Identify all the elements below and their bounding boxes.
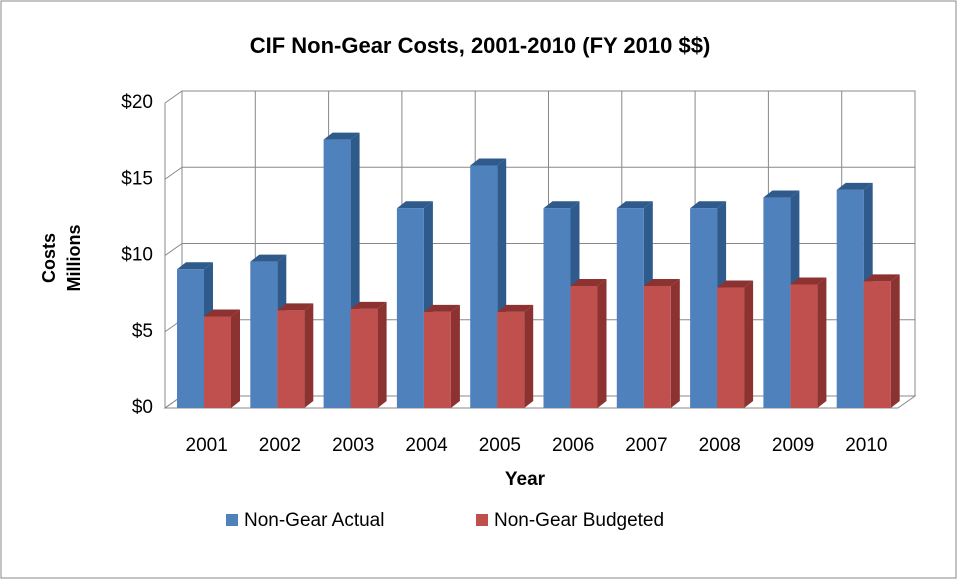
- x-tick-label: 2009: [772, 435, 814, 456]
- bar-side: [890, 274, 900, 408]
- bar: [177, 269, 204, 408]
- bar: [277, 310, 305, 408]
- x-axis-label: Year: [505, 469, 546, 490]
- bar: [570, 286, 598, 408]
- bar-side: [744, 280, 754, 408]
- bar-top: [250, 254, 287, 262]
- y-tick-label: $20: [121, 92, 153, 113]
- bar: [836, 189, 864, 408]
- y-tick-label: $10: [121, 245, 153, 266]
- bar: [763, 197, 791, 408]
- bar: [423, 311, 451, 408]
- bar-top: [616, 201, 653, 209]
- bar-side: [304, 303, 314, 408]
- y-axis-label: Costs: [39, 233, 59, 283]
- bar: [643, 286, 671, 408]
- bar-top: [350, 301, 387, 309]
- legend-swatch: [226, 514, 238, 526]
- bar: [396, 208, 424, 408]
- bar: [497, 311, 525, 408]
- grid-diagonal: [164, 166, 183, 180]
- x-tick-label: 2006: [552, 435, 594, 456]
- bar-top: [204, 309, 240, 317]
- bar-top: [863, 274, 900, 282]
- bar-top: [763, 190, 800, 198]
- bar: [350, 308, 378, 408]
- bar: [790, 284, 818, 408]
- x-tick-label: 2005: [479, 435, 521, 456]
- legend-swatch: [476, 514, 488, 526]
- bar-top: [690, 201, 727, 209]
- bar: [470, 165, 498, 408]
- bar-top: [396, 201, 433, 209]
- bar-top: [643, 279, 680, 286]
- bar-top: [277, 303, 314, 311]
- x-tick-label: 2007: [625, 435, 667, 456]
- bar-top: [323, 132, 360, 140]
- bar-side: [377, 301, 387, 408]
- bar-top: [177, 262, 213, 270]
- bar: [250, 261, 278, 408]
- bar-top: [790, 277, 827, 285]
- chart-title: CIF Non-Gear Costs, 2001-2010 (FY 2010 $…: [250, 33, 711, 58]
- x-tick-label: 2010: [845, 435, 887, 456]
- x-tick-label: 2004: [405, 435, 448, 456]
- grid-diagonal: [164, 243, 183, 256]
- bar-side: [524, 304, 534, 408]
- bar-top: [717, 280, 754, 288]
- x-tick-label: 2003: [332, 435, 374, 456]
- bar-side: [817, 277, 827, 408]
- y-tick-label: $5: [132, 321, 153, 342]
- bar-top: [570, 279, 607, 286]
- bar-top: [543, 201, 580, 209]
- bar: [863, 281, 891, 408]
- legend-label: Non-Gear Budgeted: [494, 510, 664, 531]
- legend-label: Non-Gear Actual: [244, 510, 384, 531]
- bar-side: [597, 279, 607, 408]
- bar: [616, 208, 644, 408]
- x-tick-label: 2008: [699, 435, 741, 456]
- y-tick-label: $0: [132, 397, 153, 418]
- y-tick-label: $15: [121, 168, 153, 189]
- bar-top: [423, 304, 460, 312]
- bar-side: [231, 309, 240, 408]
- bar-top: [470, 158, 507, 166]
- grid-diagonal: [164, 90, 183, 104]
- x-tick-label: 2001: [186, 435, 228, 456]
- y-axis-unit: Millions: [64, 225, 84, 292]
- bar: [717, 287, 745, 408]
- bar-side: [450, 304, 460, 408]
- bar: [690, 208, 718, 408]
- bar: [204, 316, 231, 408]
- bar: [543, 208, 571, 408]
- bar-top: [836, 182, 873, 190]
- x-tick-label: 2002: [259, 435, 301, 456]
- bar: [323, 139, 351, 408]
- bar-top: [497, 304, 534, 312]
- bar-side: [670, 279, 680, 408]
